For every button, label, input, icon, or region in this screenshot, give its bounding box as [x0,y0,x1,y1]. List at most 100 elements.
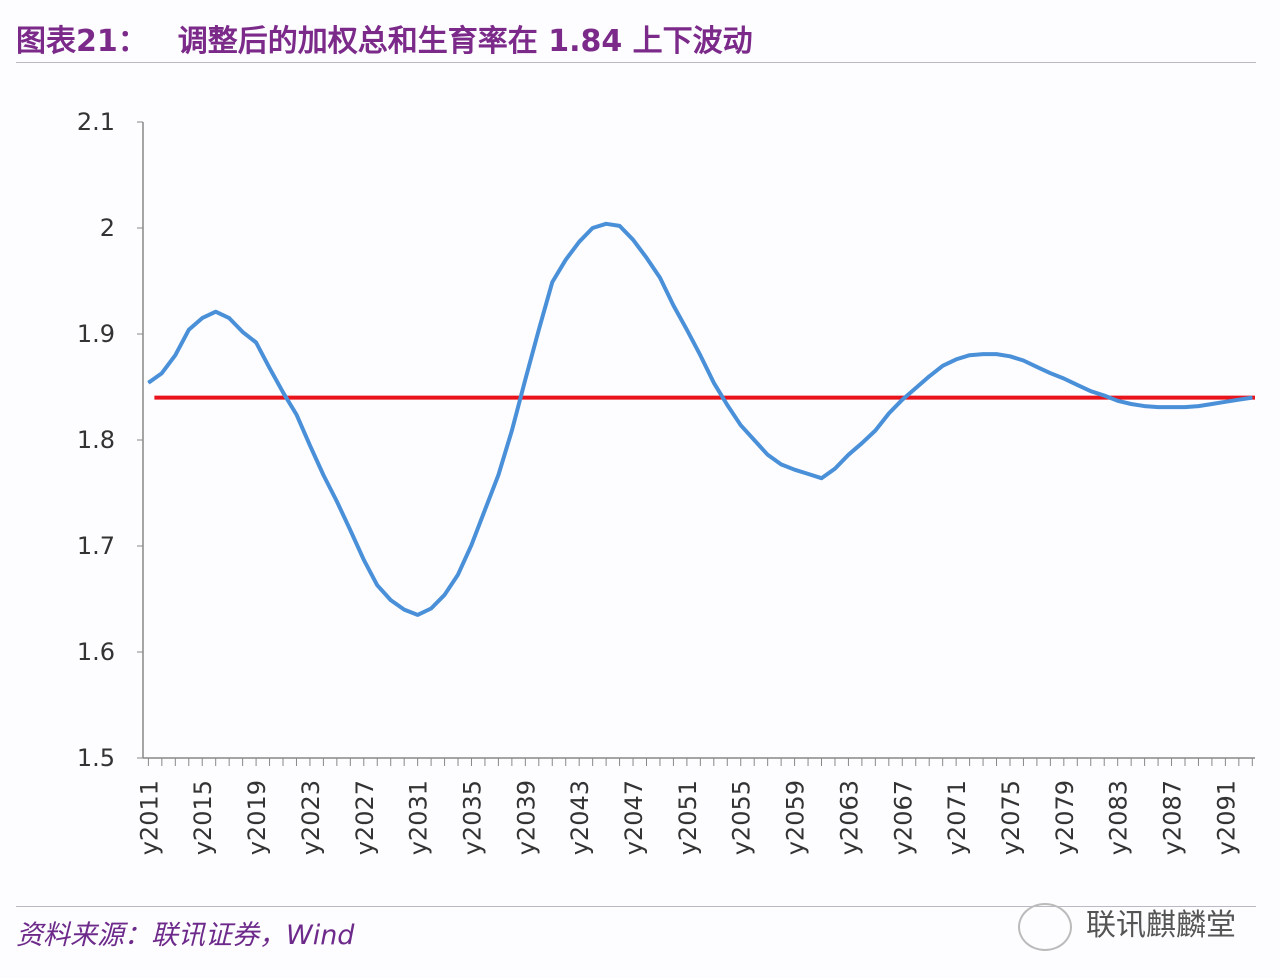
x-tick-label: y2051 [674,780,702,855]
watermark-text: 联讯麒麟堂 [1086,908,1236,943]
data-point [794,469,796,471]
data-point [1224,401,1226,403]
data-point [417,614,419,616]
data-point [619,225,621,227]
x-tick-label: y2027 [351,780,379,855]
x-tick-label: y2043 [566,780,594,855]
data-point [1049,372,1051,374]
data-point [915,387,917,389]
data-point [228,317,230,319]
data-point [982,353,984,355]
y-tick-label: 1.8 [77,426,115,454]
data-point [686,329,688,331]
data-point [497,474,499,476]
figure-label: 图表21： [16,24,148,59]
data-point [242,331,244,333]
data-point [699,354,701,356]
data-point [457,574,459,576]
data-point [188,329,190,331]
data-point [1157,406,1159,408]
source-note: 资料来源：联讯证券，Wind [16,920,355,951]
fertility-rate-line [147,221,1253,617]
data-point [147,382,149,384]
data-point [740,424,742,426]
data-point [807,473,809,475]
data-point [780,463,782,465]
watermark: 联讯麒麟堂 [1018,900,1236,951]
data-point [955,358,957,360]
data-point [1197,405,1199,407]
wechat-icon [1018,902,1072,951]
data-point [834,468,836,470]
y-tick-label: 1.9 [77,320,115,348]
data-point [363,559,365,561]
data-point [1063,378,1065,380]
figure-title: 调整后的加权总和生育率在 1.84 上下波动 [177,24,753,59]
data-point [753,439,755,441]
data-point [1171,406,1173,408]
data-point [726,404,728,406]
data-point [767,454,769,456]
data-point [390,599,392,601]
footer-divider [16,906,1256,907]
data-point [551,281,553,283]
x-tick-label: y2047 [620,780,648,855]
data-point [592,227,594,229]
data-point [901,399,903,401]
x-tick-label: y2067 [889,780,917,855]
data-point [874,429,876,431]
data-point [1144,405,1146,407]
data-point [470,544,472,546]
data-point [1022,360,1024,361]
data-point [645,257,647,259]
x-tick-label: y2019 [243,780,271,855]
data-point [632,239,634,241]
data-point [524,379,526,381]
data-point [336,500,338,502]
data-point [1090,390,1092,392]
data-point [888,413,890,414]
data-point [861,442,863,444]
data-point [349,529,351,531]
data-point [1251,397,1253,399]
y-tick-label: 1.5 [77,744,115,772]
data-point [605,223,607,225]
data-point [269,367,271,369]
x-tick-label: y2031 [405,780,433,855]
x-tick-label: y2035 [458,780,486,855]
data-point [1117,400,1119,402]
data-point [444,594,446,596]
data-point [255,341,257,343]
data-point [201,317,203,319]
x-tick-label: y2083 [1105,780,1133,855]
y-tick-label: 1.7 [77,532,115,560]
data-point [403,609,405,611]
data-point [538,329,540,331]
data-point [672,304,674,306]
x-tick-label: y2075 [997,780,1025,855]
x-tick-label: y2015 [189,780,217,855]
data-point [942,365,944,367]
data-point [282,391,284,393]
chart-title: 图表21： 调整后的加权总和生育率在 1.84 上下波动 [16,16,753,60]
data-point [847,454,849,456]
data-point [1103,394,1105,396]
title-divider [16,62,1256,63]
data-point [578,241,580,243]
data-point [996,353,998,355]
data-point [1211,403,1213,405]
x-tick-label: y2063 [835,780,863,855]
x-tick-label: y2039 [512,780,540,855]
data-point [928,375,930,377]
data-point [376,584,378,586]
data-point [309,444,311,446]
x-tick-label: y2055 [728,780,756,855]
data-point [1238,399,1240,401]
data-point [969,354,971,356]
data-point [161,372,163,374]
data-point [484,509,486,511]
data-point [1130,403,1132,405]
x-tick-label: y2059 [782,780,810,855]
data-point [322,474,324,476]
